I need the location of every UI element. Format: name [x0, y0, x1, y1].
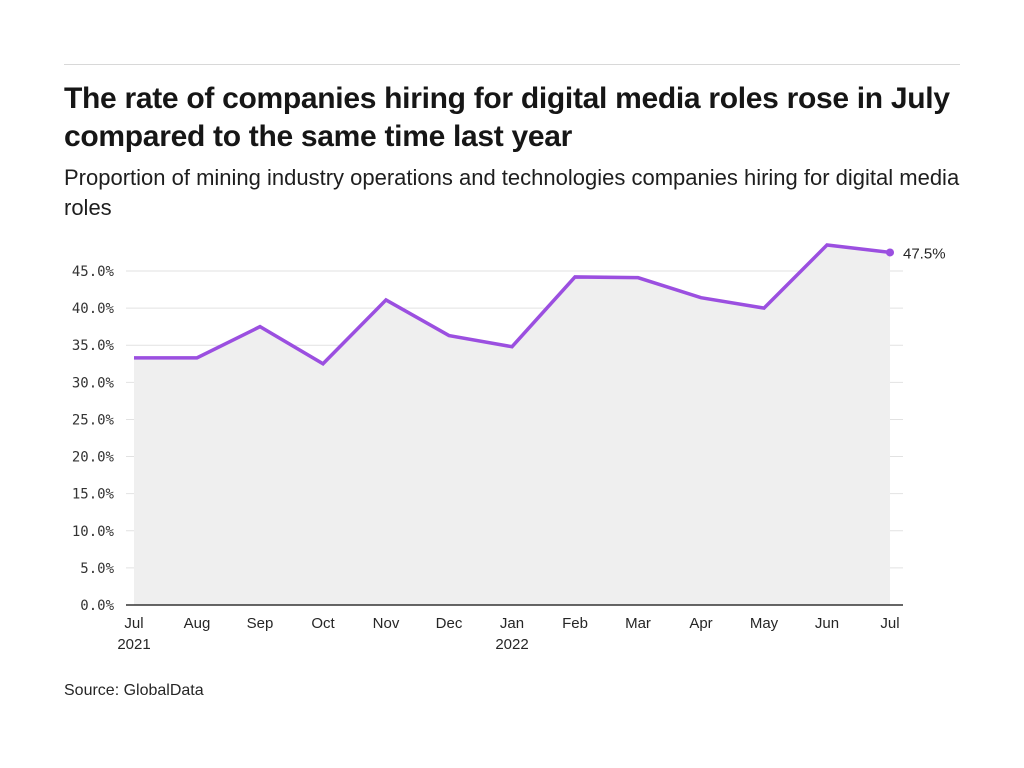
y-tick-label: 25.0% — [72, 412, 115, 428]
y-tick-label: 30.0% — [72, 375, 115, 391]
x-tick-label: Jun — [815, 615, 839, 632]
x-tick-year-label: 2022 — [495, 636, 528, 653]
x-tick-label: Jan — [500, 615, 524, 632]
area-fill — [134, 245, 890, 605]
y-tick-label: 5.0% — [80, 561, 114, 577]
x-tick-label: Oct — [311, 615, 335, 632]
x-tick-label: Apr — [689, 615, 712, 632]
y-tick-label: 40.0% — [72, 301, 115, 317]
x-tick-label: Nov — [373, 615, 400, 632]
data-points — [886, 248, 894, 257]
x-tick-label: Jul — [124, 615, 143, 632]
y-tick-label: 10.0% — [72, 524, 115, 540]
end-point-marker — [886, 248, 894, 257]
y-tick-label: 0.0% — [80, 598, 114, 614]
end-value-label: 47.5% — [903, 245, 946, 262]
x-tick-label: Dec — [436, 615, 463, 632]
x-tick-label: Sep — [247, 615, 274, 632]
y-tick-label: 15.0% — [72, 487, 115, 503]
x-tick-label: Feb — [562, 615, 588, 632]
x-tick-label: Aug — [184, 615, 211, 632]
x-axis-ticks: Jul 2021 Aug Sep Oct Nov Dec Jan 2022 Feb Mar Apr Ma… — [117, 615, 899, 653]
y-tick-label: 35.0% — [72, 338, 115, 354]
x-tick-label: Jul — [880, 615, 899, 632]
source-note: Source: GlobalData — [64, 682, 204, 699]
top-divider — [64, 64, 960, 65]
x-tick-year-label: 2021 — [117, 636, 150, 653]
y-tick-label: 45.0% — [72, 264, 115, 280]
series-line — [134, 243, 891, 366]
y-tick-label: 20.0% — [72, 450, 115, 466]
x-tick-label: May — [750, 615, 779, 632]
y-axis-ticks: 0.0% 5.0% 10.0% 15.0% 20.0% 25.0% 30.0% 35.0% 40… — [72, 264, 115, 614]
x-tick-label: Mar — [625, 615, 651, 632]
chart-subtitle: Proportion of mining industry operations… — [64, 165, 960, 220]
chart-title: The rate of companies hiring for digital… — [64, 82, 950, 153]
